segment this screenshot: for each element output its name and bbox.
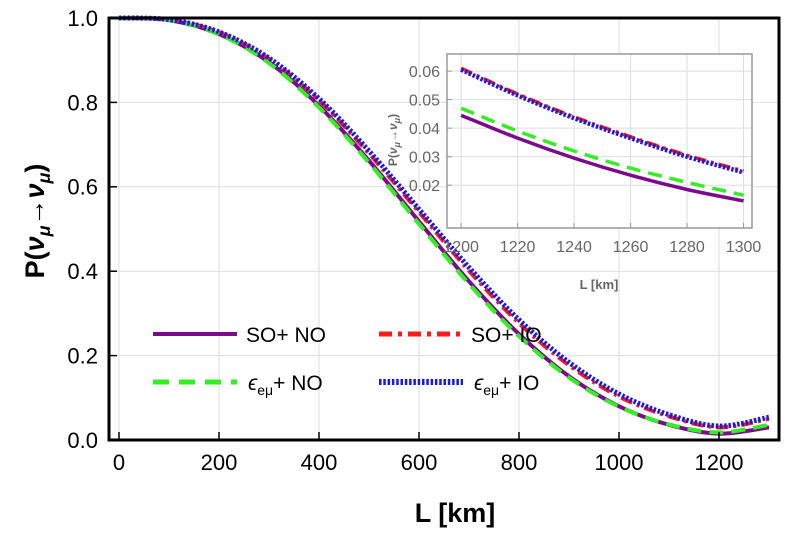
legend-label-so-io: SO+ IO xyxy=(471,324,542,347)
inset-series-2-line xyxy=(460,106,744,197)
inset-x-tick-label-0: 1200 xyxy=(443,239,479,256)
svg-text:P(νμ→νμ): P(νμ→νμ) xyxy=(386,114,402,166)
legend-eps-io-sub: eμ xyxy=(483,382,499,398)
main-x-tick-label-1: 200 xyxy=(201,450,238,475)
main-ticks xyxy=(109,17,720,441)
inset-y-tick-label-1: 0.03 xyxy=(409,149,440,166)
inset-y-label-nu1: ν xyxy=(386,147,400,154)
svg-text:P(νμ→νμ): P(νμ→νμ) xyxy=(20,164,54,279)
inset-y-label-arrow: → xyxy=(386,130,400,142)
inset-y-label-nu2: ν xyxy=(386,123,400,130)
inset-series-3-line xyxy=(460,67,745,175)
inset-background xyxy=(447,54,752,228)
main-series-3-line xyxy=(118,15,770,429)
legend-label-so-no: SO+ NO xyxy=(246,324,326,347)
inset-y-tick-labels: 0.02 0.03 0.04 0.05 0.06 xyxy=(409,64,440,195)
legend-eps-no-main: ϵ xyxy=(248,372,258,395)
y-label-mu1: μ xyxy=(34,225,54,237)
inset-x-tick-label-1: 1220 xyxy=(500,239,536,256)
inset-ticks xyxy=(447,70,745,228)
inset-y-tick-label-0: 0.02 xyxy=(409,178,440,195)
inset-x-tick-labels: 1200 1220 1240 1260 1280 1300 xyxy=(443,239,761,256)
main-y-axis-label: P(νμ→νμ) xyxy=(20,164,54,279)
main-series-2-line xyxy=(118,16,770,435)
inset-y-tick-label-3: 0.05 xyxy=(409,92,440,109)
inset-y-tick-label-2: 0.04 xyxy=(409,121,440,138)
main-y-tick-label-5: 1.0 xyxy=(67,6,98,31)
inset-x-tick-label-5: 1300 xyxy=(726,239,762,256)
inset-x-axis-label: L [km] xyxy=(580,277,619,292)
legend: SO+ NO SO+ IO ϵeμ+ NO ϵeμ+ IO xyxy=(153,324,542,398)
main-x-tick-label-0: 0 xyxy=(113,450,125,475)
legend-label-eps-no: ϵeμ+ NO xyxy=(248,372,323,398)
main-x-tick-label-6: 1200 xyxy=(695,450,744,475)
inset-y-axis-label: P(νμ→νμ) xyxy=(386,114,402,166)
inset-x-tick-label-3: 1260 xyxy=(613,239,649,256)
inset-series-0-line xyxy=(460,113,744,203)
inset-y-tick-label-4: 0.06 xyxy=(409,64,440,81)
legend-eps-no-tail: + NO xyxy=(273,372,323,395)
y-label-close: ) xyxy=(20,164,50,173)
y-label-nu1: ν xyxy=(20,236,50,251)
main-y-tick-labels: 0.0 0.2 0.4 0.6 0.8 1.0 xyxy=(67,6,98,453)
y-label-p: P( xyxy=(20,251,50,278)
inset-x-tick-label-2: 1240 xyxy=(556,239,592,256)
main-curves xyxy=(118,15,770,436)
legend-eps-io-tail: + IO xyxy=(499,372,539,395)
legend-eps-io-main: ϵ xyxy=(474,372,484,395)
legend-label-eps-io: ϵeμ+ IO xyxy=(474,372,539,398)
y-label-nu2: ν xyxy=(20,183,50,198)
inset-y-label-p: P( xyxy=(386,154,400,166)
inset-y-label-mu2: μ xyxy=(392,117,402,124)
inset-curves xyxy=(460,66,745,203)
inset-y-label-close: ) xyxy=(386,114,400,118)
y-label-arrow: → xyxy=(20,199,50,226)
inset-y-label-mu1: μ xyxy=(392,141,402,148)
legend-eps-no-sub: eμ xyxy=(257,382,273,398)
main-x-tick-label-4: 800 xyxy=(501,450,538,475)
inset-plot-frame xyxy=(446,53,753,229)
main-x-tick-label-3: 600 xyxy=(401,450,438,475)
inset-x-tick-label-4: 1280 xyxy=(669,239,705,256)
main-y-tick-label-1: 0.2 xyxy=(67,344,98,369)
main-y-tick-label-4: 0.8 xyxy=(67,90,98,115)
main-x-tick-label-5: 1000 xyxy=(595,450,644,475)
main-plot-frame xyxy=(107,16,781,442)
main-y-tick-label-3: 0.6 xyxy=(67,175,98,200)
y-label-mu2: μ xyxy=(34,172,54,184)
main-x-axis-label: L [km] xyxy=(415,498,496,528)
main-y-tick-label-0: 0.0 xyxy=(67,428,98,453)
main-x-tick-label-2: 400 xyxy=(301,450,338,475)
main-x-tick-labels: 0 200 400 600 800 1000 1200 xyxy=(113,450,744,475)
main-y-tick-label-2: 0.4 xyxy=(67,259,98,284)
